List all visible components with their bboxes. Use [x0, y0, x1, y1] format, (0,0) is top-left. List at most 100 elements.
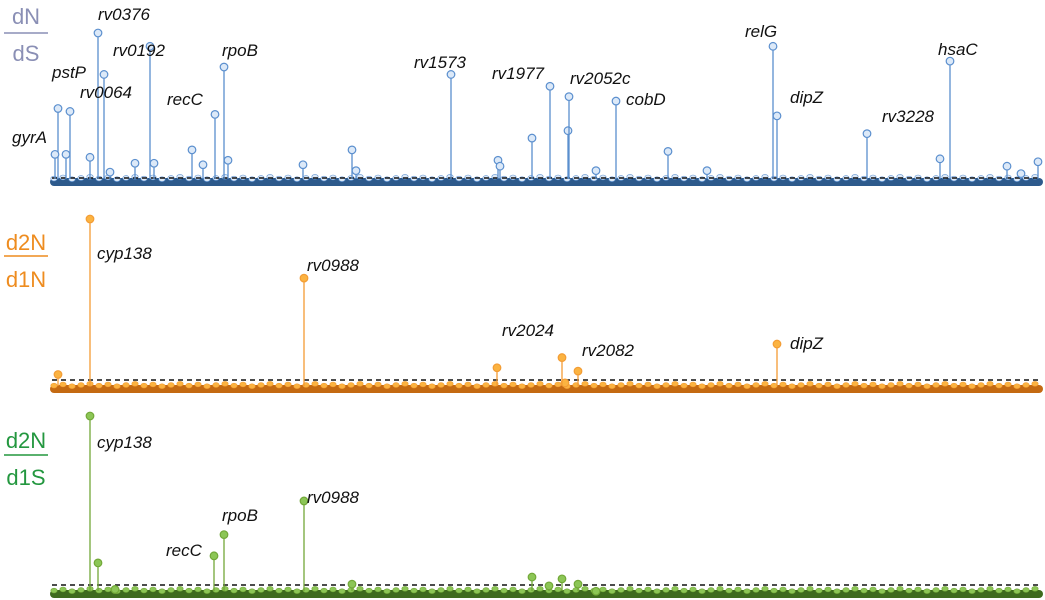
baseline-marker — [851, 381, 859, 387]
baseline-marker — [860, 382, 868, 389]
baseline-marker — [230, 587, 238, 594]
point — [544, 581, 554, 591]
baseline-marker — [518, 383, 526, 389]
baseline-marker — [743, 588, 751, 594]
baseline-marker — [374, 381, 382, 388]
baseline-marker — [194, 381, 202, 388]
baseline-marker — [347, 382, 355, 388]
point-dipZ — [772, 339, 782, 349]
point-recC — [210, 109, 220, 119]
baseline-marker — [680, 587, 688, 594]
baseline-marker — [95, 587, 103, 594]
baseline-marker — [743, 383, 751, 389]
baseline-marker — [842, 587, 850, 593]
ratio-numerator: d2N — [6, 230, 46, 255]
baseline-marker — [770, 587, 778, 594]
panel-1: dN dS gyrA pstP rv0376 rv0064 rv0192 recC rpoB rv… — [4, 4, 1043, 186]
baseline-marker — [977, 587, 985, 593]
baseline-marker — [1004, 586, 1012, 593]
baseline-marker — [356, 381, 364, 387]
point-cyp138 — [85, 411, 95, 421]
baseline-marker — [734, 381, 742, 388]
point-rv2024 — [557, 353, 567, 362]
baseline-marker — [167, 382, 175, 388]
baseline-marker — [104, 586, 112, 593]
baseline-marker — [320, 587, 328, 594]
baseline-marker — [131, 381, 139, 387]
baseline-marker — [68, 588, 76, 594]
baseline-marker — [914, 586, 922, 593]
gene-label-hsaC: hsaC — [938, 40, 978, 59]
point-rv3228 — [862, 129, 872, 139]
baseline-marker — [941, 381, 949, 387]
baseline-points — [50, 381, 1039, 389]
point — [591, 586, 601, 596]
gene-label-cyp138: cyp138 — [97, 244, 152, 263]
baseline-marker — [527, 382, 535, 388]
point — [53, 104, 63, 113]
baseline-marker — [950, 382, 958, 389]
baseline-marker — [437, 382, 445, 388]
point — [130, 158, 140, 168]
baseline-marker — [446, 586, 454, 592]
baseline-marker — [563, 588, 571, 594]
baseline-marker — [284, 381, 292, 388]
point — [198, 160, 208, 170]
baseline-marker — [1031, 586, 1039, 592]
gene-label-rv0064: rv0064 — [80, 83, 132, 102]
baseline-marker — [707, 587, 715, 593]
baseline-marker — [950, 587, 958, 594]
baseline-marker — [896, 586, 904, 592]
baseline-marker — [140, 382, 148, 389]
point — [1016, 169, 1026, 179]
gene-label-rv0376: rv0376 — [98, 5, 151, 24]
baseline-marker — [536, 381, 544, 387]
point-rv0376 — [93, 28, 103, 38]
baseline-marker — [815, 382, 823, 389]
ratio-numerator: d2N — [6, 428, 46, 453]
baseline-marker — [185, 382, 193, 389]
point-rv2082 — [573, 366, 583, 376]
baseline-marker — [896, 381, 904, 387]
baseline-marker — [662, 587, 670, 593]
point-cyp138 — [85, 214, 95, 224]
baseline-marker — [203, 588, 211, 594]
baseline-marker — [410, 587, 418, 594]
baseline-marker — [68, 383, 76, 389]
baseline-marker — [941, 586, 949, 592]
gene-label-relG: relG — [745, 22, 777, 41]
gene-label-dipZ: dipZ — [790, 88, 824, 107]
baseline-marker — [491, 586, 499, 592]
baseline-marker — [239, 586, 247, 593]
gene-label-rpoB: rpoB — [222, 41, 258, 60]
baseline-marker — [680, 382, 688, 389]
baseline-marker — [752, 382, 760, 388]
point — [347, 145, 357, 155]
baseline-marker — [959, 586, 967, 593]
baseline-marker — [635, 382, 643, 389]
baseline-marker — [914, 381, 922, 388]
baseline-marker — [887, 382, 895, 388]
baseline-marker — [293, 383, 301, 389]
baseline-marker — [986, 381, 994, 387]
gene-label-rv2024: rv2024 — [502, 321, 554, 340]
gene-label-rv3228: rv3228 — [882, 107, 935, 126]
gene-label-recC: recC — [167, 90, 204, 109]
baseline-marker — [473, 383, 481, 389]
baseline-marker — [383, 588, 391, 594]
baseline-marker — [590, 382, 598, 389]
baseline-marker — [509, 586, 517, 593]
baseline-marker — [293, 588, 301, 594]
point — [187, 145, 197, 155]
point-rv1977 — [545, 81, 555, 91]
point — [663, 146, 673, 156]
baseline-marker — [617, 587, 625, 593]
gene-label-rv1977: rv1977 — [492, 64, 545, 83]
baseline-marker — [968, 383, 976, 389]
baseline-marker — [365, 382, 373, 389]
point — [495, 161, 505, 171]
baseline-marker — [608, 383, 616, 389]
baseline-marker — [122, 587, 130, 593]
point — [1033, 157, 1043, 167]
